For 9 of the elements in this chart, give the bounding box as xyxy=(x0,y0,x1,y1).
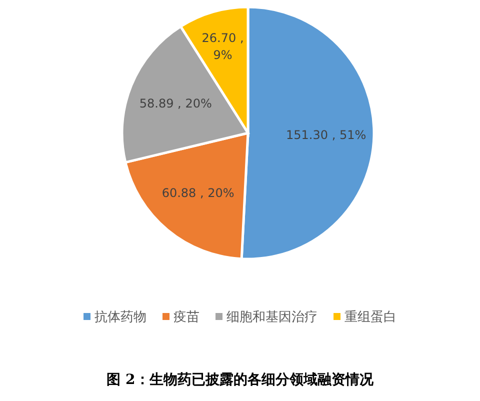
data-label: 58.89 , 20% xyxy=(139,96,212,111)
data-label: 60.88 , 20% xyxy=(162,186,234,200)
text: 图 2：生物药已披露的各细分领域融资情况 xyxy=(106,372,374,388)
data-label: 26.70 , 9% xyxy=(202,30,244,62)
legend-label: 重组蛋白 xyxy=(344,310,396,325)
legend-label: 抗体药物 xyxy=(94,310,146,325)
data-label: 151.30 , 51% xyxy=(286,128,366,142)
legend-label: 疫苗 xyxy=(174,310,200,325)
legend-label: 细胞和基因治疗 xyxy=(226,310,318,325)
